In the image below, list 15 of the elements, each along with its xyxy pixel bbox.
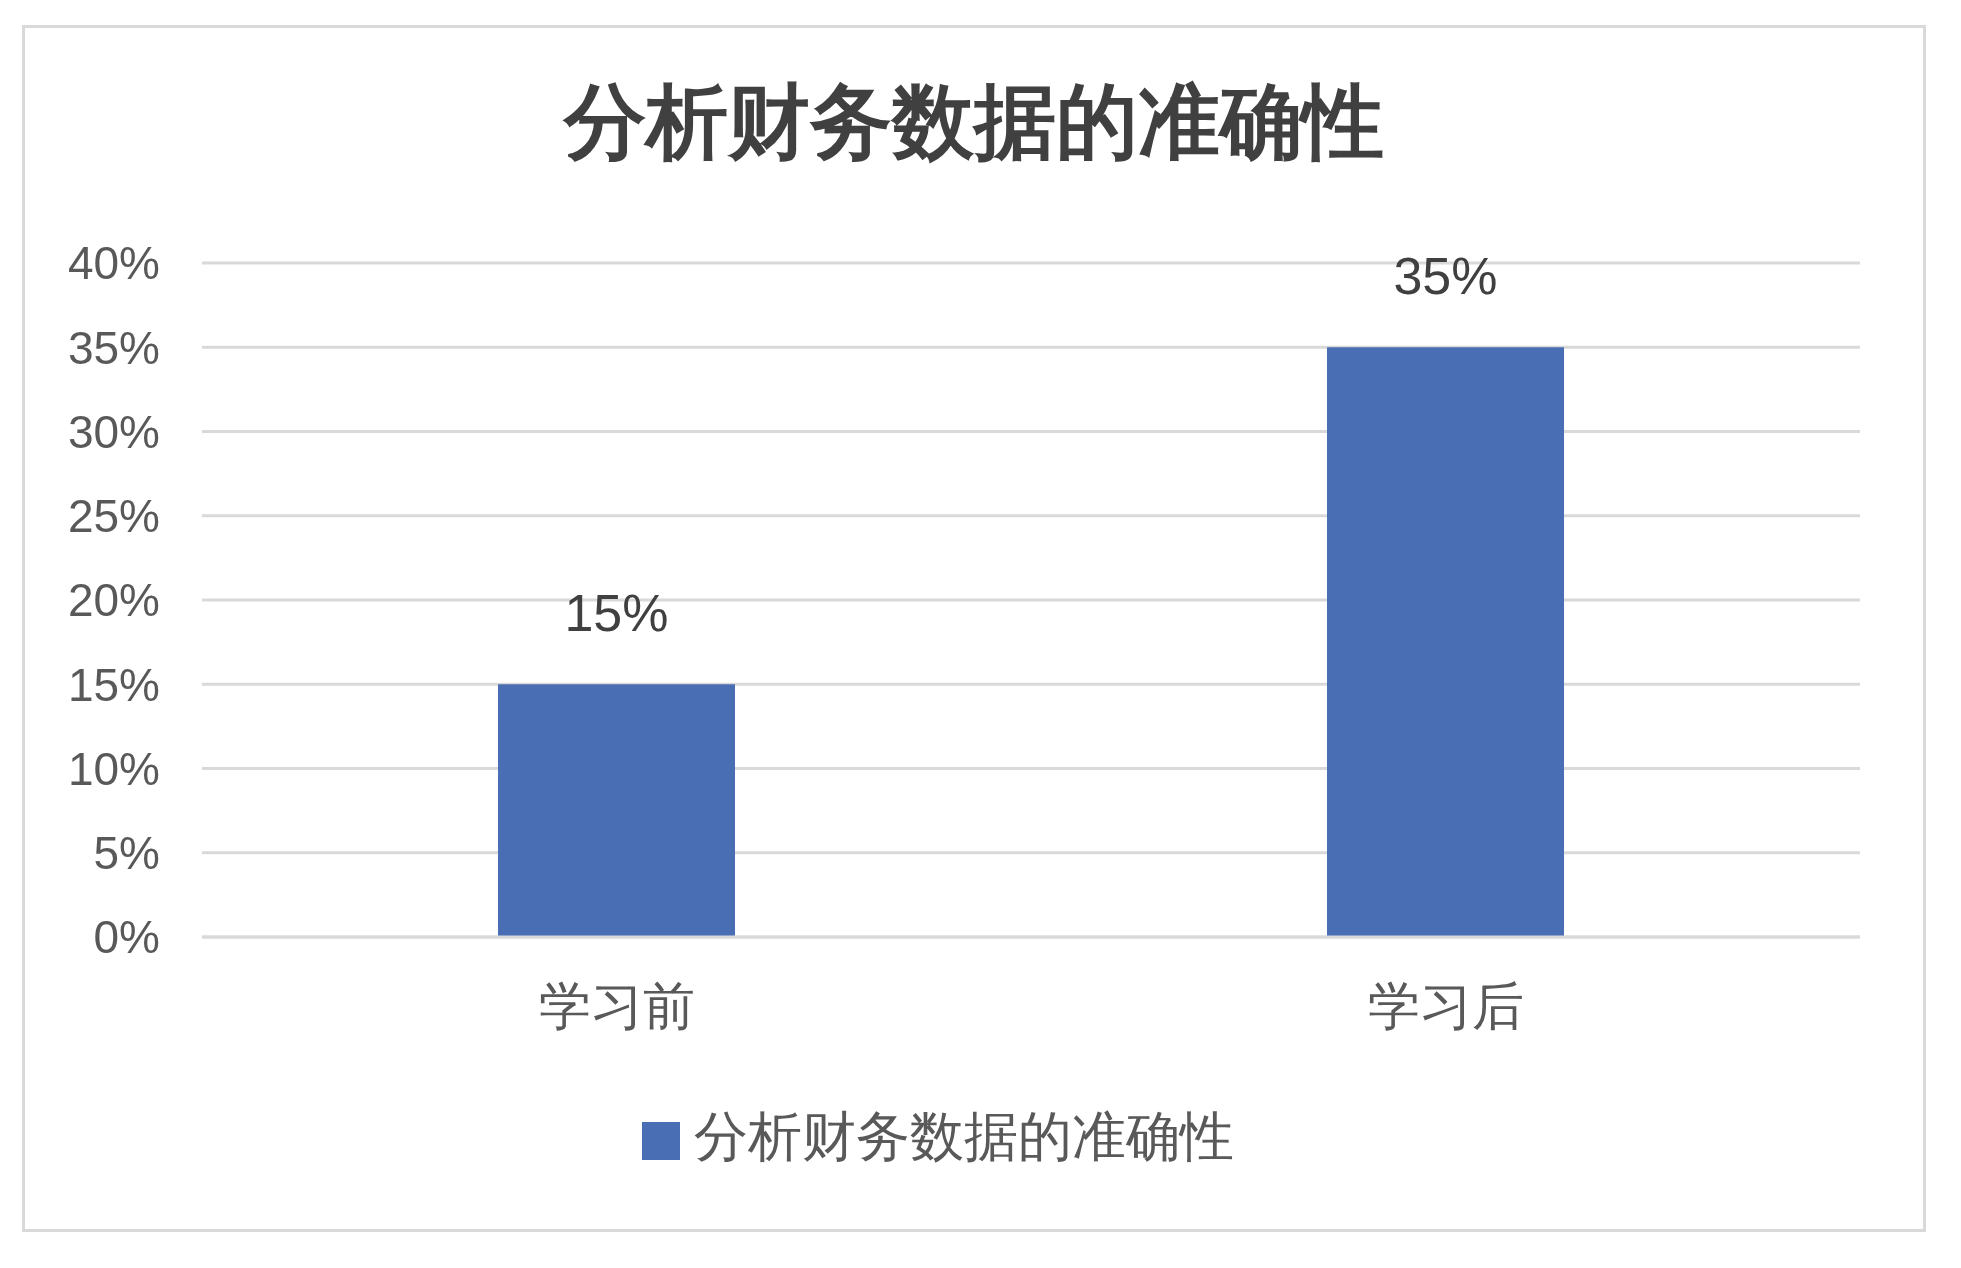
y-tick-label: 15% <box>67 658 160 711</box>
x-tick-label: 学习前 <box>538 976 695 1035</box>
y-tick-label: 30% <box>67 405 160 458</box>
y-tick-label: 20% <box>67 574 160 627</box>
x-tick-label: 学习后 <box>1367 976 1524 1035</box>
data-label: 15% <box>564 584 669 643</box>
data-label: 35% <box>1393 247 1498 306</box>
y-tick-label: 0% <box>93 911 160 964</box>
legend-label: 分析财务数据的准确性 <box>693 1106 1234 1166</box>
y-tick-label: 10% <box>67 742 160 795</box>
y-tick-label: 35% <box>67 321 160 374</box>
y-tick-label: 40% <box>67 237 160 290</box>
y-tick-label: 5% <box>93 827 160 880</box>
chart-title: 分析财务数据的准确性 <box>561 75 1385 169</box>
y-tick-label: 25% <box>67 490 160 543</box>
